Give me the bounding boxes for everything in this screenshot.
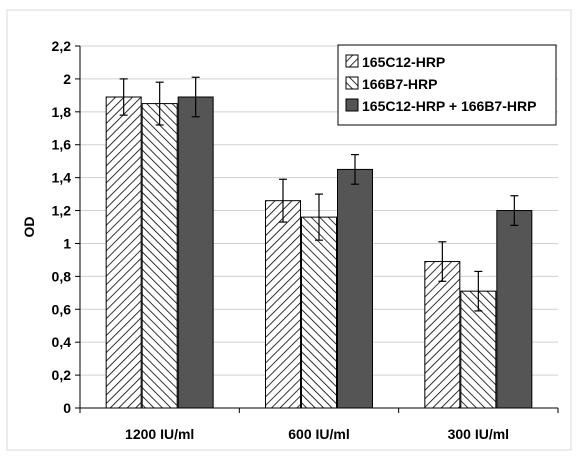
error-bar — [438, 241, 447, 282]
bar — [337, 168, 373, 409]
y-tick-label: 1,6 — [52, 137, 72, 153]
bar — [496, 210, 533, 409]
bar — [301, 216, 337, 409]
bar — [177, 96, 214, 409]
legend-label: 165C12-HRP — [362, 54, 445, 70]
y-tick-label: 1,2 — [52, 203, 72, 219]
y-tick-label: 0,6 — [52, 301, 72, 317]
error-bar — [279, 178, 287, 223]
y-tick-label: 0 — [63, 400, 71, 416]
y-axis-title: OD — [21, 217, 37, 238]
y-tick-label: 1,8 — [52, 104, 72, 120]
bar — [105, 96, 142, 409]
y-tick-label: 0,2 — [52, 367, 72, 383]
legend-label: 165C12-HRP + 166B7-HRP — [362, 98, 536, 114]
error-bar — [474, 270, 483, 312]
bar — [424, 261, 461, 409]
legend-swatch — [345, 54, 359, 68]
y-tick-label: 0,8 — [52, 268, 72, 284]
y-tick-label: 2 — [63, 71, 71, 87]
legend-swatch — [345, 98, 359, 112]
error-bar — [351, 154, 359, 185]
bar — [141, 103, 178, 409]
axes — [75, 45, 559, 413]
x-tick-labels: 1200 IU/ml 600 IU/ml 300 IU/ml — [125, 426, 509, 442]
y-tick-label: 0,4 — [52, 334, 72, 350]
error-bars — [119, 76, 519, 312]
legend-box — [337, 44, 557, 126]
y-tick-label: 2,2 — [52, 38, 72, 54]
legend-swatch — [345, 76, 359, 90]
y-tick-label: 1 — [63, 235, 71, 251]
error-bar — [510, 195, 519, 226]
error-bar — [191, 76, 200, 118]
error-bar — [315, 193, 323, 241]
x-tick-label: 600 IU/ml — [288, 426, 349, 442]
legend-label: 166B7-HRP — [362, 76, 437, 92]
y-tick-label: 1,4 — [52, 170, 72, 186]
legend: 165C12-HRP 166B7-HRP 165C12-HRP + 166B7-HR… — [337, 44, 557, 126]
error-bar — [119, 78, 128, 116]
y-tick-labels: 0 0,2 0,4 0,6 0,8 1 1,2 1,4 1,6 1,8 2 2,2 — [52, 38, 72, 416]
x-tick-label: 1200 IU/ml — [125, 426, 194, 442]
x-tick-label: 300 IU/ml — [448, 426, 509, 442]
error-bar — [155, 81, 164, 126]
bar — [265, 200, 301, 409]
